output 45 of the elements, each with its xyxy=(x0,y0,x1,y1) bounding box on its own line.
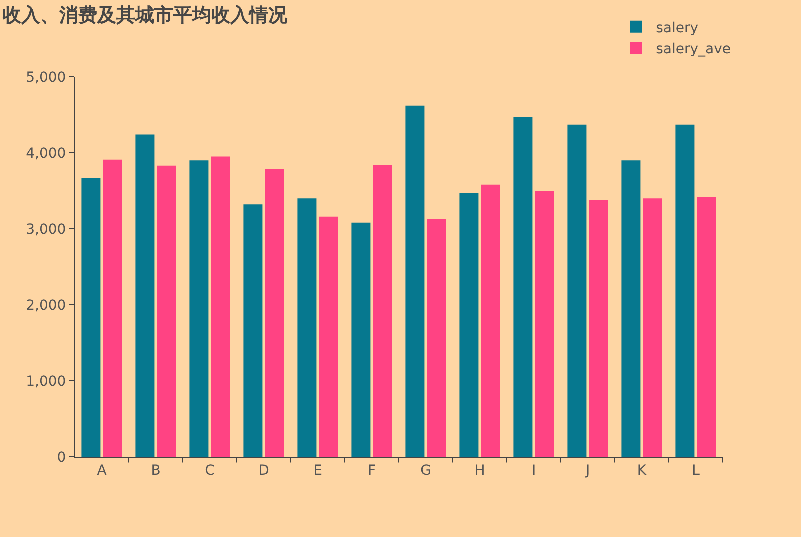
bar xyxy=(676,124,695,457)
y-tick-label: 0 xyxy=(57,450,66,466)
bar xyxy=(535,191,554,457)
x-tick-label: C xyxy=(205,462,216,479)
x-tick-label: L xyxy=(692,462,700,479)
bar xyxy=(190,160,209,457)
bar xyxy=(427,219,446,457)
legend-label: salery xyxy=(656,20,698,36)
x-tick-label: B xyxy=(151,462,161,479)
x-tick-label: J xyxy=(584,462,590,479)
bar xyxy=(568,124,587,457)
y-tick-label: 2,000 xyxy=(26,298,66,314)
bar xyxy=(211,156,230,457)
chart-title: 收入、消费及其城市平均收入情况 xyxy=(2,4,288,26)
bar xyxy=(406,106,425,457)
bar xyxy=(514,118,533,457)
bar xyxy=(481,184,500,457)
x-tick-label: I xyxy=(532,462,536,479)
y-tick-label: 3,000 xyxy=(26,222,66,238)
bar xyxy=(589,200,608,457)
x-tick-label: K xyxy=(637,462,648,479)
y-tick-label: 1,000 xyxy=(26,374,66,390)
x-tick-label: E xyxy=(314,462,322,479)
x-tick-label: A xyxy=(97,462,108,479)
x-tick-label: D xyxy=(258,462,270,479)
bar xyxy=(643,198,662,457)
bar xyxy=(373,165,392,457)
bar xyxy=(460,193,479,457)
x-tick-label: F xyxy=(368,462,376,479)
bar xyxy=(157,166,176,457)
bar xyxy=(298,198,317,457)
bar xyxy=(244,204,263,457)
x-tick-label: G xyxy=(420,462,432,479)
bar xyxy=(352,222,371,457)
bar xyxy=(103,160,122,457)
bar xyxy=(136,134,155,457)
bar xyxy=(319,216,338,457)
bar xyxy=(265,168,284,457)
bar xyxy=(697,197,716,457)
legend-label: salery_ave xyxy=(656,41,731,58)
y-tick-label: 5,000 xyxy=(26,70,66,86)
bar xyxy=(82,178,101,457)
y-tick-label: 4,000 xyxy=(26,146,66,162)
bar xyxy=(622,160,641,457)
x-tick-label: H xyxy=(474,462,486,479)
